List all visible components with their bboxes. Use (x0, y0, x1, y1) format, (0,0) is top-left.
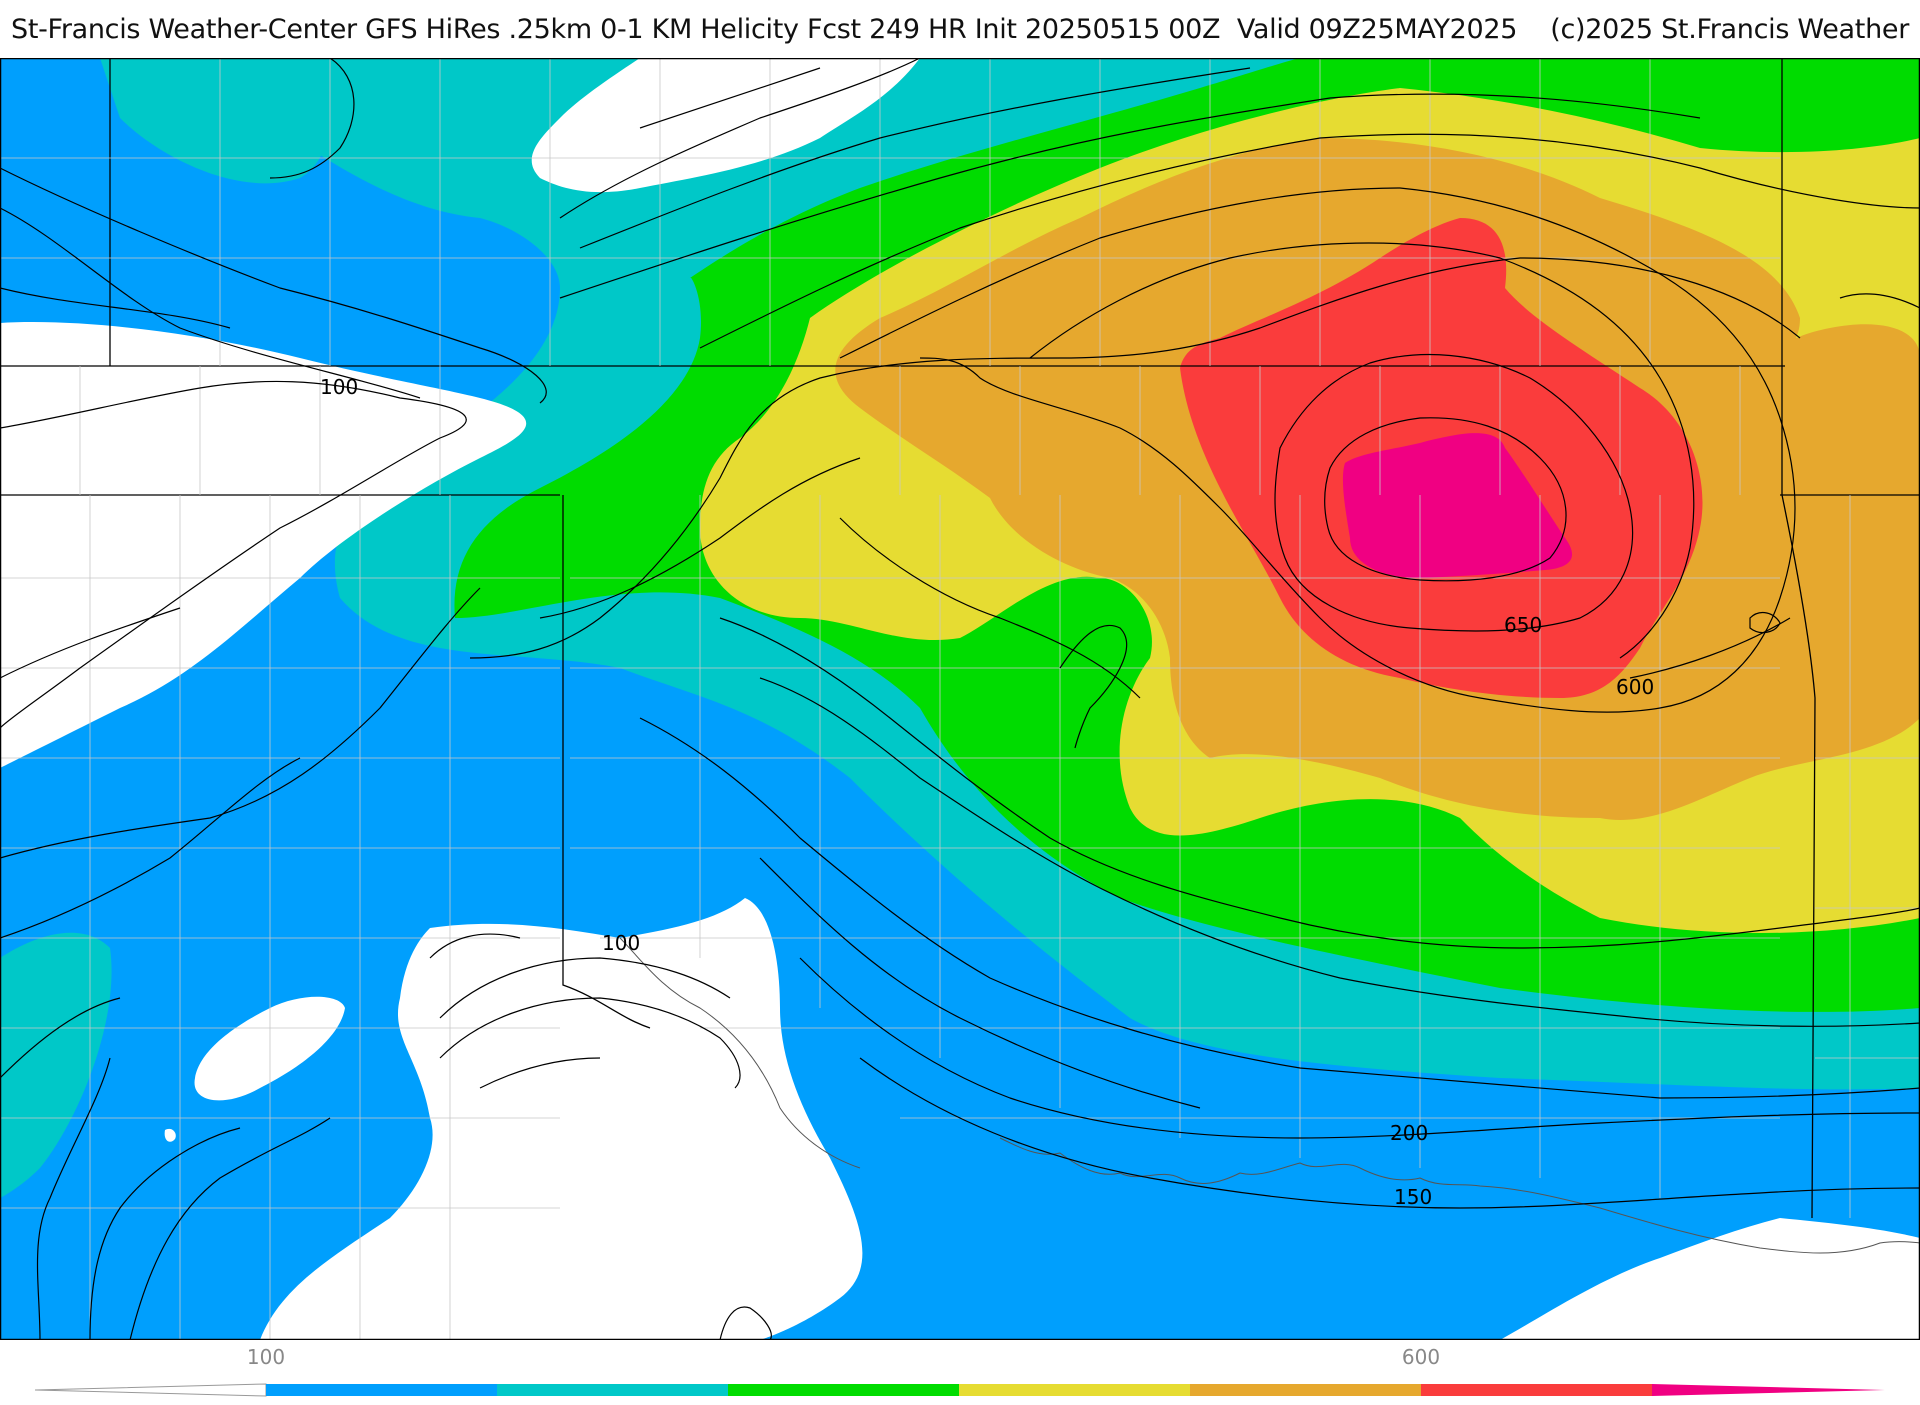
fill-white-west (0, 322, 527, 768)
fill-white-south (260, 898, 863, 1340)
helicity-map: 100 650 600 100 200 150 (0, 57, 1920, 1341)
fill-white-southeast (1500, 1218, 1920, 1340)
fill-teal-patch-nw (100, 58, 332, 184)
colorbar-segment (728, 1384, 960, 1396)
colorbar-tick-label: 100 (247, 1345, 285, 1369)
color-legend: 100 600 (0, 1340, 1920, 1400)
colorbar-segment (497, 1384, 729, 1396)
contour-label: 150 (1394, 1185, 1432, 1209)
colorbar-segment (959, 1384, 1191, 1396)
colorbar-tick-label: 600 (1402, 1345, 1440, 1369)
southern-border (619, 937, 1920, 1254)
contour-label: 600 (1616, 675, 1654, 699)
county-lines (0, 58, 1920, 1340)
colorbar-segment (1421, 1384, 1653, 1396)
colorbar-segment (266, 1384, 498, 1396)
fill-teal-patch-sw (0, 932, 112, 1198)
contour-label: 650 (1504, 613, 1542, 637)
contour-label: 100 (602, 931, 640, 955)
contour-label: 100 (320, 375, 358, 399)
fill-white-dot (164, 1128, 176, 1142)
colorbar-low-arrow (34, 1383, 267, 1397)
map-title: St-Francis Weather-Center GFS HiRes .25k… (10, 14, 1909, 45)
colorbar-high-arrow (1652, 1384, 1885, 1396)
colorbar-segment (1190, 1384, 1422, 1396)
helicity-contours (0, 58, 1920, 1340)
fill-white-north (531, 58, 920, 193)
contour-labels: 100 650 600 100 200 150 (320, 375, 1654, 1209)
contour-label: 200 (1390, 1121, 1428, 1145)
colorbar-segments (266, 1384, 1653, 1396)
fill-magenta-core (1342, 433, 1573, 578)
